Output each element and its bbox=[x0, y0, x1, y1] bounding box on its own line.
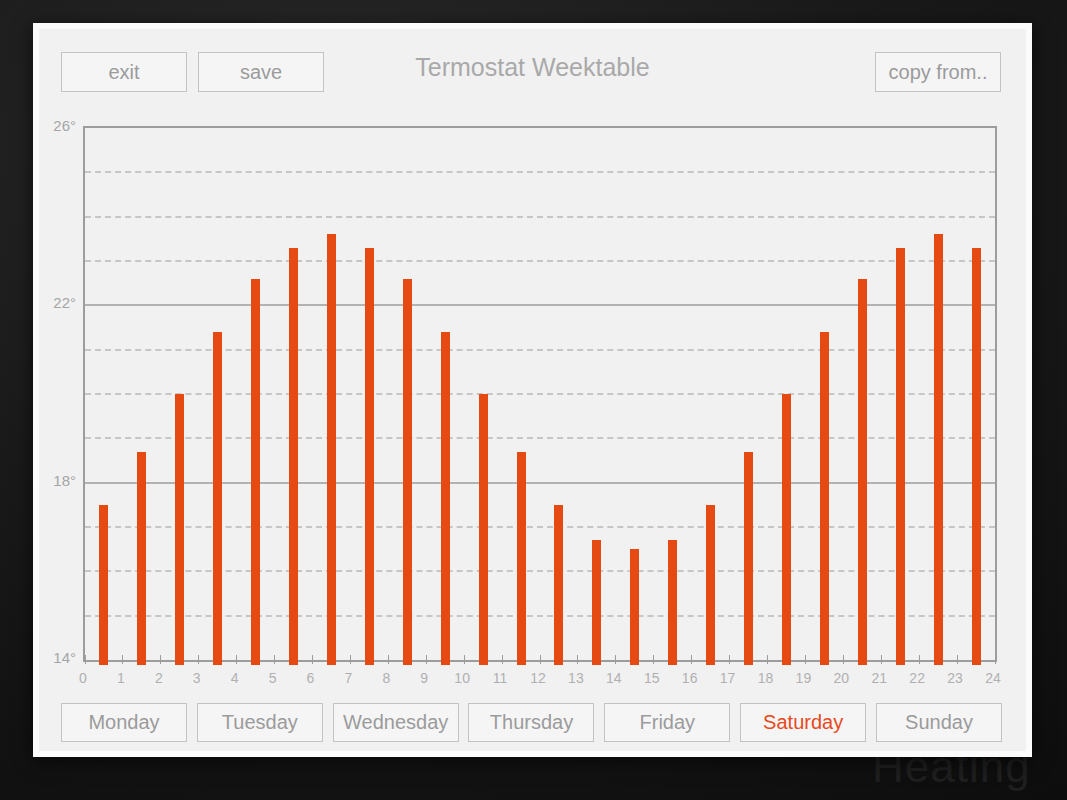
y-axis-label-22: 22° bbox=[39, 294, 76, 311]
y-axis-label-26: 26° bbox=[39, 117, 76, 134]
x-axis-tick-12 bbox=[540, 655, 541, 664]
temperature-bar-hour-7[interactable] bbox=[365, 248, 374, 665]
x-axis-label-0: 0 bbox=[79, 670, 87, 686]
temperature-bar-hour-15[interactable] bbox=[668, 540, 677, 665]
x-axis-label-13: 13 bbox=[568, 670, 584, 686]
x-axis-tick-6 bbox=[312, 655, 313, 664]
x-axis-label-17: 17 bbox=[720, 670, 736, 686]
temperature-bar-hour-5[interactable] bbox=[289, 248, 298, 665]
x-axis-tick-24 bbox=[995, 655, 996, 664]
x-axis-label-2: 2 bbox=[155, 670, 163, 686]
temperature-bar-hour-17[interactable] bbox=[744, 452, 753, 665]
temperature-bar-hour-12[interactable] bbox=[554, 505, 563, 665]
day-button-monday[interactable]: Monday bbox=[61, 703, 187, 742]
x-axis-tick-8 bbox=[388, 655, 389, 664]
temperature-bar-hour-6[interactable] bbox=[327, 234, 336, 665]
app-background: Heating exit save Termostat Weektable co… bbox=[0, 0, 1067, 800]
x-axis-tick-7 bbox=[350, 655, 351, 664]
x-axis-label-1: 1 bbox=[117, 670, 125, 686]
temperature-bar-hour-4[interactable] bbox=[251, 279, 260, 665]
day-button-saturday[interactable]: Saturday bbox=[740, 703, 866, 742]
temperature-bar-hour-0[interactable] bbox=[99, 505, 108, 665]
x-axis-label-20: 20 bbox=[834, 670, 850, 686]
plot-area bbox=[83, 126, 997, 662]
x-axis-tick-11 bbox=[502, 655, 503, 664]
x-axis-label-19: 19 bbox=[796, 670, 812, 686]
day-button-wednesday[interactable]: Wednesday bbox=[333, 703, 459, 742]
x-axis-tick-16 bbox=[691, 655, 692, 664]
temperature-bar-hour-3[interactable] bbox=[213, 332, 222, 665]
x-axis-labels: 0123456789101112131415161718192021222324 bbox=[83, 670, 997, 688]
x-axis-tick-21 bbox=[881, 655, 882, 664]
x-axis-tick-1 bbox=[122, 655, 123, 664]
x-axis-tick-5 bbox=[274, 655, 275, 664]
day-button-tuesday[interactable]: Tuesday bbox=[197, 703, 323, 742]
x-axis-tick-23 bbox=[957, 655, 958, 664]
x-axis-tick-2 bbox=[160, 655, 161, 664]
x-axis-tick-19 bbox=[805, 655, 806, 664]
x-axis-label-5: 5 bbox=[269, 670, 277, 686]
x-axis-label-18: 18 bbox=[758, 670, 774, 686]
temperature-bar-hour-10[interactable] bbox=[479, 394, 488, 665]
temperature-bar-hour-13[interactable] bbox=[592, 540, 601, 665]
x-axis-label-22: 22 bbox=[909, 670, 925, 686]
temperature-bar-hour-8[interactable] bbox=[403, 279, 412, 665]
x-axis-tick-13 bbox=[577, 655, 578, 664]
temperature-bar-hour-20[interactable] bbox=[858, 279, 867, 665]
day-button-thursday[interactable]: Thursday bbox=[468, 703, 594, 742]
x-axis-label-8: 8 bbox=[382, 670, 390, 686]
x-axis-label-16: 16 bbox=[682, 670, 698, 686]
x-axis-tick-20 bbox=[843, 655, 844, 664]
temperature-bar-hour-23[interactable] bbox=[972, 248, 981, 665]
x-axis-label-15: 15 bbox=[644, 670, 660, 686]
x-axis-tick-17 bbox=[729, 655, 730, 664]
x-axis-label-24: 24 bbox=[985, 670, 1001, 686]
x-axis-label-23: 23 bbox=[947, 670, 963, 686]
x-axis-label-10: 10 bbox=[454, 670, 470, 686]
x-axis-label-12: 12 bbox=[530, 670, 546, 686]
temperature-bar-hour-21[interactable] bbox=[896, 248, 905, 665]
x-axis-tick-14 bbox=[615, 655, 616, 664]
x-axis-label-14: 14 bbox=[606, 670, 622, 686]
x-axis-tick-22 bbox=[919, 655, 920, 664]
x-axis-label-4: 4 bbox=[231, 670, 239, 686]
gridline-minor-25 bbox=[85, 171, 995, 173]
x-axis-tick-3 bbox=[198, 655, 199, 664]
temperature-bar-hour-1[interactable] bbox=[137, 452, 146, 665]
x-axis-label-3: 3 bbox=[193, 670, 201, 686]
gridline-minor-23 bbox=[85, 260, 995, 262]
temperature-bar-hour-2[interactable] bbox=[175, 394, 184, 665]
x-axis-tick-10 bbox=[464, 655, 465, 664]
x-axis-tick-4 bbox=[236, 655, 237, 664]
temperature-bar-hour-22[interactable] bbox=[934, 234, 943, 665]
temperature-bar-hour-18[interactable] bbox=[782, 394, 791, 665]
x-axis-tick-0 bbox=[85, 655, 86, 664]
day-button-sunday[interactable]: Sunday bbox=[876, 703, 1002, 742]
x-axis-label-9: 9 bbox=[420, 670, 428, 686]
y-axis-label-18: 18° bbox=[39, 472, 76, 489]
y-axis-label-14: 14° bbox=[39, 649, 76, 666]
copy-from-button[interactable]: copy from.. bbox=[875, 52, 1001, 92]
x-axis-label-21: 21 bbox=[871, 670, 887, 686]
temperature-bar-hour-11[interactable] bbox=[517, 452, 526, 665]
temperature-bar-hour-19[interactable] bbox=[820, 332, 829, 665]
x-axis-tick-18 bbox=[767, 655, 768, 664]
temperature-bar-hour-9[interactable] bbox=[441, 332, 450, 665]
x-axis-tick-15 bbox=[653, 655, 654, 664]
temperature-bar-hour-14[interactable] bbox=[630, 549, 639, 665]
day-selector-row: Monday Tuesday WednesdayThursday Friday Satu… bbox=[61, 703, 1002, 742]
thermostat-weektable-dialog: exit save Termostat Weektable copy from.… bbox=[33, 23, 1032, 757]
x-axis-label-11: 11 bbox=[493, 670, 508, 686]
x-axis-tick-9 bbox=[426, 655, 427, 664]
x-axis-label-7: 7 bbox=[345, 670, 353, 686]
x-axis-label-6: 6 bbox=[307, 670, 315, 686]
gridline-minor-24 bbox=[85, 216, 995, 218]
temperature-bar-hour-16[interactable] bbox=[706, 505, 715, 665]
day-button-friday[interactable]: Friday bbox=[604, 703, 730, 742]
